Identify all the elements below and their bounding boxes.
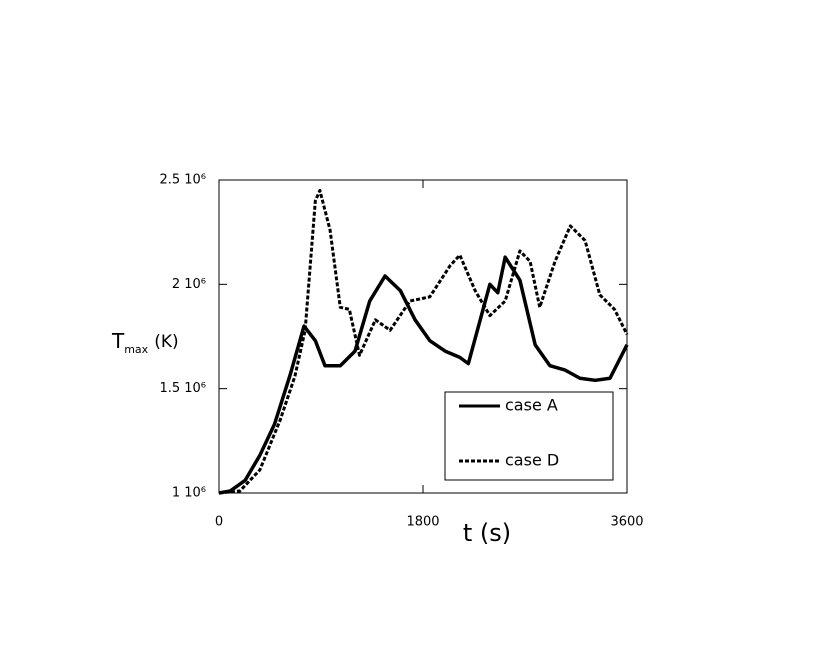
series-line [218,188,629,495]
x-axis-label: t (s) [463,519,511,547]
y-tick-label: 2 10⁶ [172,277,206,292]
legend-label: case D [505,451,559,470]
x-tick-label: 1800 [406,515,439,530]
y-tick-label: 1.5 10⁶ [159,381,206,396]
y-tick-label: 2.5 10⁶ [159,173,206,188]
series-line [218,255,629,495]
y-tick-label: 1 10⁶ [172,486,206,501]
legend-label: case A [505,396,558,415]
y-axis-label: Tmax (K) [111,329,179,357]
y-axis-label-unit: (K) [154,332,178,352]
y-axis-label-main: T [111,329,125,353]
x-tick-label: 3600 [610,515,643,530]
x-tick-label: 0 [215,515,223,530]
y-axis-label-sub: max [124,343,148,356]
